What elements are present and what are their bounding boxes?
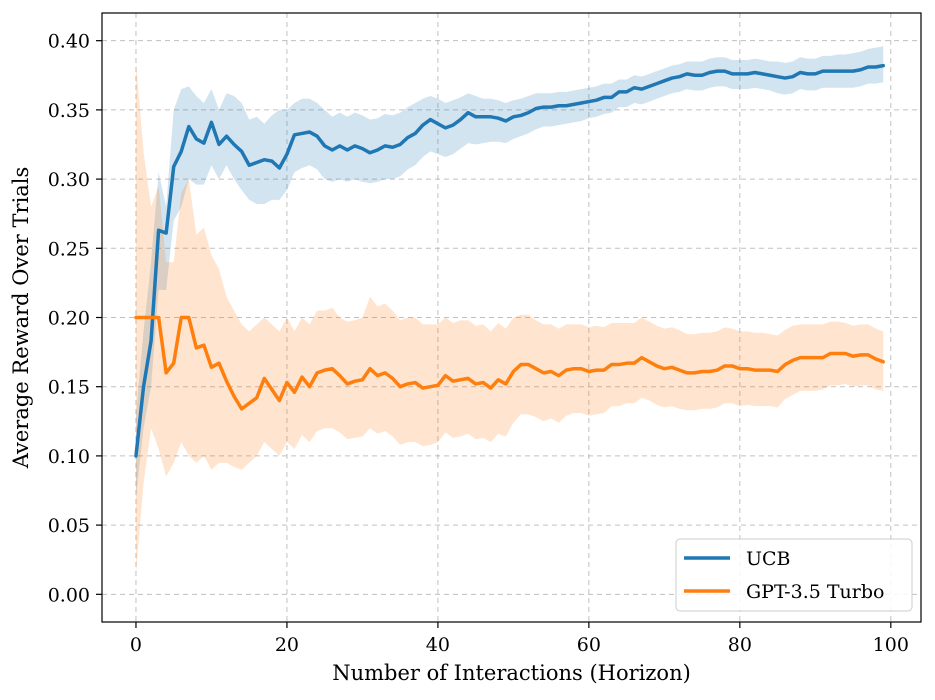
x-tick-label: 60 xyxy=(577,634,601,656)
y-axis-label: Average Reward Over Trials xyxy=(9,167,33,470)
x-tick-label: 0 xyxy=(130,634,142,656)
legend-label-gpt-3-5-turbo: GPT-3.5 Turbo xyxy=(746,581,884,603)
x-tick-label: 20 xyxy=(275,634,299,656)
y-tick-label: 0.20 xyxy=(48,308,90,330)
y-tick-label: 0.40 xyxy=(48,31,90,53)
grid xyxy=(102,13,921,622)
y-tick-label: 0.05 xyxy=(48,515,90,537)
axis-ticks: 0 20 40 60 80 100 0.00 0.05 0.10 0.15 0.20 0.25 0.30… xyxy=(48,31,909,656)
series-line-gpt-3-5-turbo xyxy=(134,315,886,411)
y-tick-label: 0.10 xyxy=(48,446,90,468)
x-tick-label: 100 xyxy=(873,634,909,656)
legend: UCB GPT-3.5 Turbo xyxy=(675,538,913,612)
legend-label-ucb: UCB xyxy=(746,548,791,570)
y-tick-label: 0.25 xyxy=(48,238,90,260)
x-tick-label: 80 xyxy=(728,634,752,656)
y-tick-label: 0.35 xyxy=(48,100,90,122)
series-line-ucb xyxy=(134,63,886,458)
legend-box xyxy=(675,538,913,612)
y-tick-label: 0.15 xyxy=(48,377,90,399)
y-tick-label: 0.00 xyxy=(48,584,90,606)
series-lines xyxy=(134,63,886,458)
x-tick-label: 40 xyxy=(426,634,450,656)
confidence-bands xyxy=(135,46,884,574)
y-tick-label: 0.30 xyxy=(48,169,90,191)
band-ucb xyxy=(135,46,884,498)
x-axis-label: Number of Interactions (Horizon) xyxy=(332,661,691,685)
